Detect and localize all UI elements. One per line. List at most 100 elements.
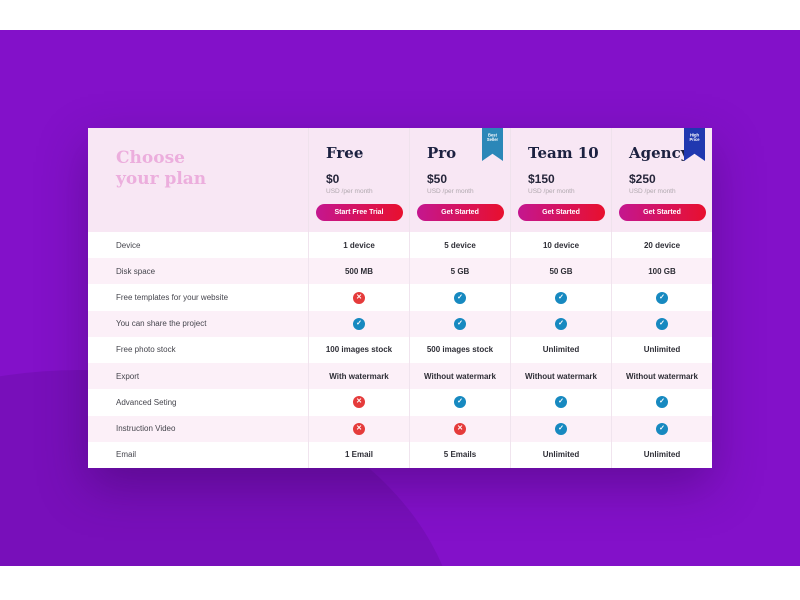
ribbon-label: Best Seller	[486, 133, 499, 143]
feature-value-cell: 100 images stock	[308, 336, 409, 364]
plan-period: USD /per month	[326, 188, 373, 195]
feature-value-cell: ✓	[611, 284, 712, 311]
feature-value: 500 images stock	[426, 345, 494, 355]
feature-value-cell: Unlimited	[510, 336, 611, 364]
feature-value-cell: Without watermark	[409, 363, 510, 390]
feature-value: Without watermark	[626, 371, 698, 381]
check-icon: ✓	[555, 291, 567, 304]
feature-label: Free photo stock	[116, 345, 176, 355]
feature-value: Unlimited	[643, 450, 681, 460]
feature-value: 1 Email	[344, 450, 373, 460]
check-icon: ✓	[656, 317, 668, 330]
feature-value-cell: Without watermark	[611, 363, 712, 390]
start-free-trial-button[interactable]: Start Free Trial	[315, 204, 403, 221]
feature-value: 50 GB	[549, 266, 573, 276]
feature-value-cell: Unlimited	[611, 441, 712, 468]
feature-value-cell: ✓	[308, 310, 409, 337]
plan-period: USD /per month	[629, 188, 676, 195]
plan-name: Free	[326, 144, 364, 162]
feature-value: Unlimited	[643, 345, 681, 355]
plan-period: USD /per month	[528, 188, 575, 195]
feature-table: Device 1 device 5 device 10 device 20 device…	[88, 232, 712, 468]
feature-row: Advanced Seting ✕ ✓ ✓ ✓	[88, 389, 712, 416]
feature-value: Unlimited	[542, 345, 580, 355]
check-icon: ✓	[454, 291, 466, 304]
feature-value-cell: 10 device	[510, 232, 611, 259]
feature-value-cell: ✕	[409, 415, 510, 442]
feature-value-cell: ✕	[308, 389, 409, 416]
check-icon: ✓	[555, 396, 567, 409]
ribbon-badge: Best Seller	[482, 128, 503, 161]
intro-cell: Choose your plan	[88, 128, 308, 232]
feature-value: 5 device	[444, 240, 476, 250]
page-title-line2: your plan	[116, 169, 207, 190]
feature-value-cell: ✓	[510, 284, 611, 311]
feature-value-cell: 5 GB	[409, 258, 510, 285]
feature-value: 20 device	[643, 240, 681, 250]
feature-value-cell: ✓	[510, 310, 611, 337]
feature-value-cell: ✓	[611, 389, 712, 416]
check-icon: ✓	[454, 317, 466, 330]
feature-label: Free templates for your website	[116, 293, 229, 303]
cross-icon: ✕	[353, 291, 365, 304]
plan-price: $150	[528, 172, 555, 186]
feature-value: Without watermark	[525, 371, 597, 381]
feature-row: You can share the project ✓ ✓ ✓ ✓	[88, 310, 712, 337]
feature-value-cell: 1 Email	[308, 441, 409, 468]
ribbon-badge: High Price	[684, 128, 705, 161]
ribbon-label: High Price	[689, 133, 700, 143]
feature-label: Email	[116, 450, 137, 460]
feature-value-cell: Unlimited	[611, 336, 712, 364]
feature-value: 1 device	[343, 240, 375, 250]
check-icon: ✓	[656, 291, 668, 304]
feature-label: You can share the project	[116, 319, 207, 329]
feature-value-cell: ✕	[308, 284, 409, 311]
feature-row: Free photo stock 100 images stock 500 imag…	[88, 336, 712, 364]
feature-row: Free templates for your website ✕ ✓ ✓ ✓	[88, 284, 712, 311]
feature-value: 10 device	[542, 240, 580, 250]
feature-value: With watermark	[329, 371, 389, 381]
check-icon: ✓	[555, 422, 567, 435]
cross-icon: ✕	[454, 422, 466, 435]
feature-value-cell: ✓	[409, 389, 510, 416]
feature-value-cell: 500 MB	[308, 258, 409, 285]
check-icon: ✓	[353, 317, 365, 330]
get-started-button-pro[interactable]: Get Started	[416, 204, 504, 221]
plan-price: $250	[629, 172, 656, 186]
feature-row: Email 1 Email 5 Emails Unlimited Unlimited	[88, 441, 712, 468]
plan-price: $0	[326, 172, 340, 186]
cross-icon: ✕	[353, 396, 365, 409]
feature-value-cell: 100 GB	[611, 258, 712, 285]
pricing-card: Choose your plan Free $0 USD /per month …	[88, 128, 712, 468]
feature-value-cell: 500 images stock	[409, 336, 510, 364]
feature-value-cell: 50 GB	[510, 258, 611, 285]
feature-value: 5 GB	[450, 266, 470, 276]
get-started-button-agency[interactable]: Get Started	[618, 204, 706, 221]
feature-value-cell: ✓	[611, 415, 712, 442]
feature-value: 5 Emails	[443, 450, 477, 460]
feature-value-cell: ✓	[510, 389, 611, 416]
feature-value-cell: ✓	[409, 310, 510, 337]
feature-value-cell: 5 Emails	[409, 441, 510, 468]
plan-price: $50	[427, 172, 448, 186]
pricing-header-band: Choose your plan Free $0 USD /per month …	[88, 128, 712, 232]
feature-value-cell: ✓	[510, 415, 611, 442]
feature-row: Device 1 device 5 device 10 device 20 device	[88, 232, 712, 259]
get-started-button-team10[interactable]: Get Started	[517, 204, 605, 221]
feature-value-cell: Without watermark	[510, 363, 611, 390]
plan-name: Agency	[629, 144, 690, 162]
feature-label: Advanced Seting	[116, 397, 177, 407]
check-icon: ✓	[454, 396, 466, 409]
cross-icon: ✕	[353, 422, 365, 435]
plan-period: USD /per month	[427, 188, 474, 195]
check-icon: ✓	[555, 317, 567, 330]
feature-value-cell: With watermark	[308, 363, 409, 390]
feature-value-cell: ✓	[611, 310, 712, 337]
feature-value: 500 MB	[344, 266, 373, 276]
page-title: Choose your plan	[116, 148, 308, 191]
plan-column-free: Free $0 USD /per month Start Free Trial	[308, 128, 409, 232]
plan-column-team10: Team 10 $150 USD /per month Get Started	[510, 128, 611, 232]
feature-row: Export With watermark Without watermark Wit…	[88, 363, 712, 390]
feature-label: Export	[116, 371, 140, 381]
